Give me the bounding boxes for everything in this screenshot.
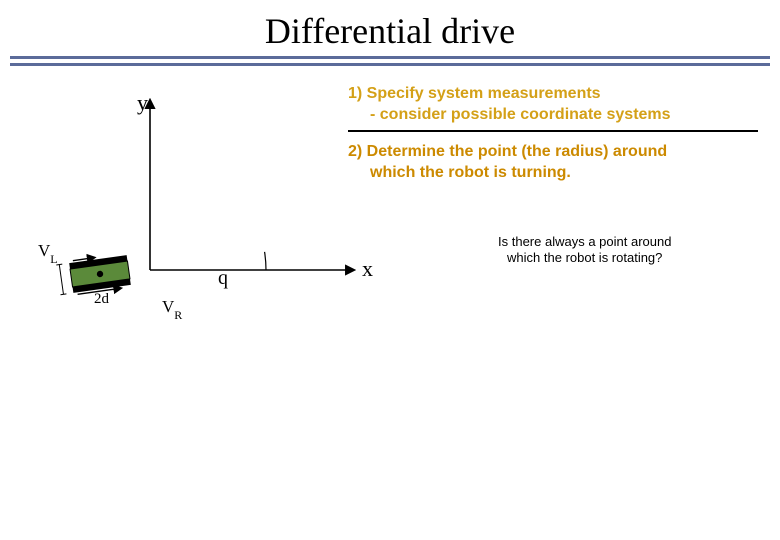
step-1-line-2: - consider possible coordinate systems [348,105,671,126]
page-title: Differential drive [0,0,780,56]
step-2-line-2: which the robot is turning. [348,163,667,184]
rule-top [10,56,770,59]
step-1-line-1: 1) Specify system measurements [348,85,601,102]
step-1: 1) Specify system measurements - conside… [348,84,671,126]
rotation-question: Is there always a point around which the… [498,234,671,267]
x-axis-label: x [362,258,373,280]
coordinate-diagram [40,94,360,314]
title-double-rule [0,56,780,66]
step-2: 2) Determine the point (the radius) arou… [348,142,667,184]
diagram-svg [40,94,360,314]
step-2-line-1: 2) Determine the point (the radius) arou… [348,143,667,160]
step-1-underline [348,130,758,132]
rule-bottom [10,63,770,66]
